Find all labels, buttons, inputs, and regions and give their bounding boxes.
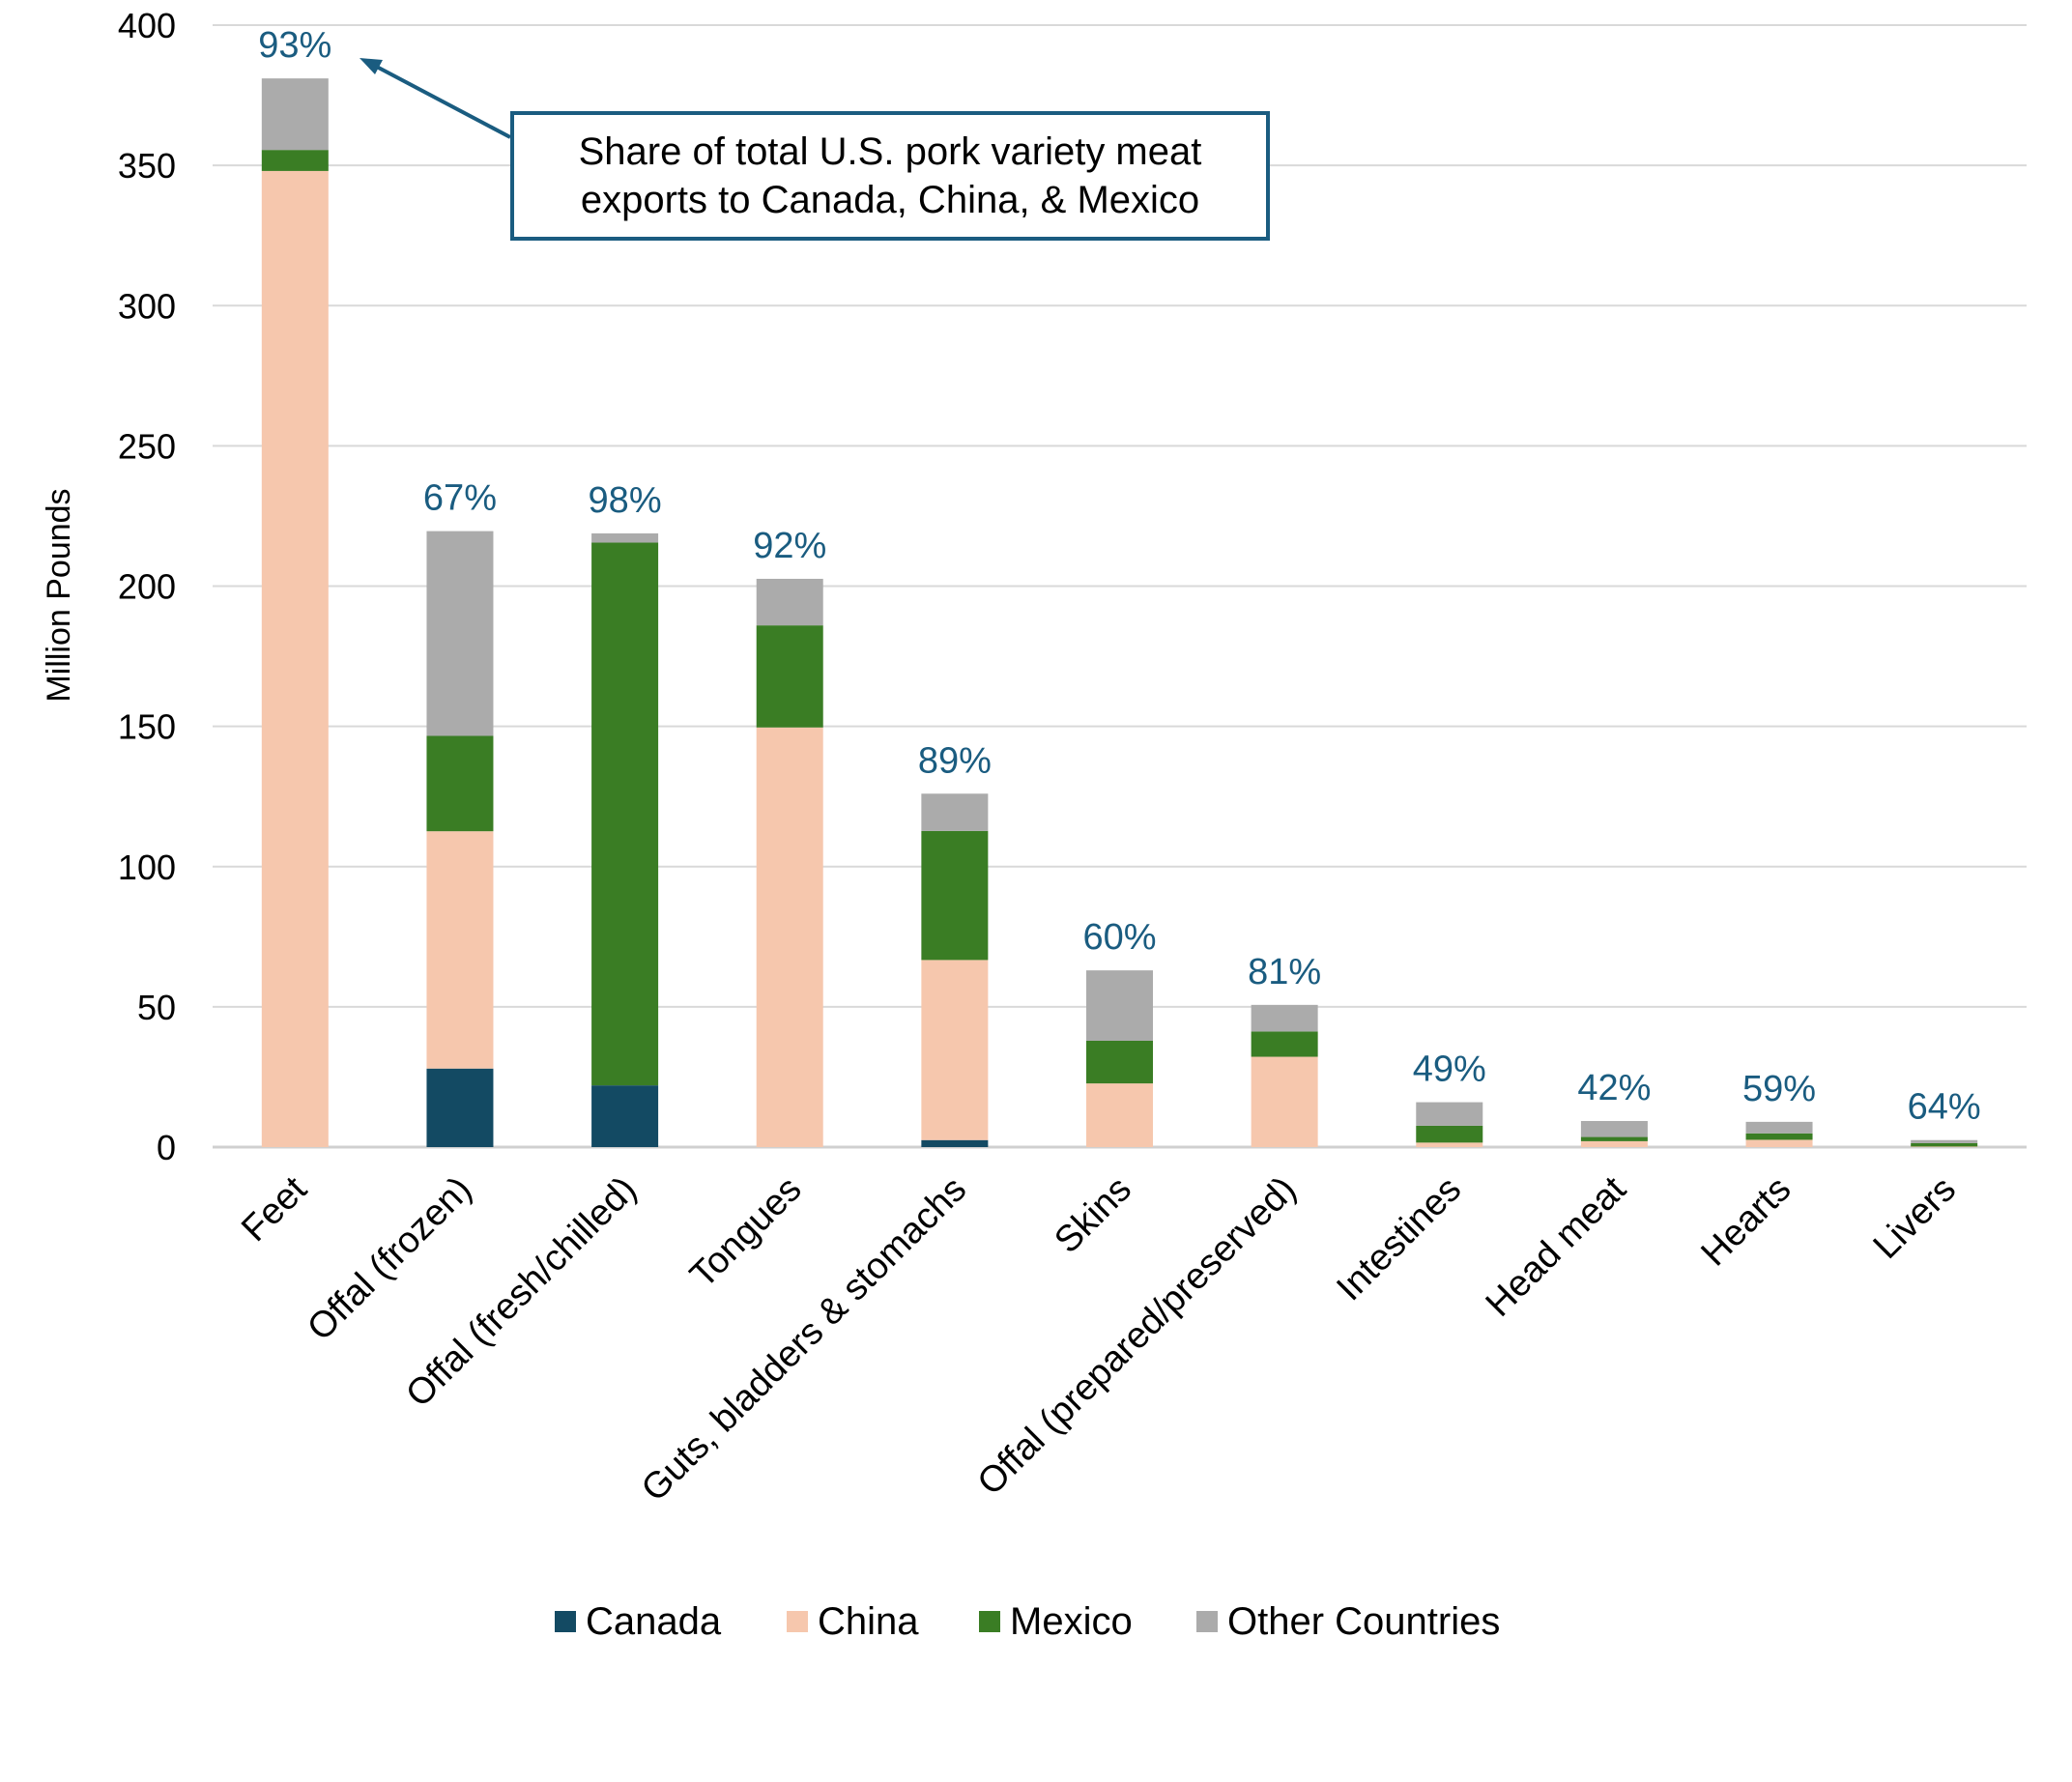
legend-item: China [787, 1600, 919, 1643]
bar-segment-other-countries [1580, 1121, 1648, 1137]
share-label: 64% [1908, 1087, 1981, 1128]
bar-segment-other-countries [1086, 970, 1153, 1041]
annotation-box: Share of total U.S. pork variety meat ex… [510, 111, 1270, 241]
y-tick-label: 400 [118, 6, 176, 45]
y-axis-ticks: 0 50 100 150 200 250 300 350 400 [118, 6, 176, 1167]
y-tick-label: 50 [137, 988, 176, 1027]
legend-label: China [818, 1600, 919, 1643]
share-label: 60% [1082, 917, 1156, 958]
y-tick-label: 350 [118, 146, 176, 186]
bar-segment-china [921, 960, 989, 1140]
bars [261, 78, 1978, 1147]
y-tick-label: 300 [118, 286, 176, 326]
bar-segment-other-countries [756, 578, 823, 626]
bar-segment-mexico [1086, 1040, 1153, 1084]
x-tick-label: Skins [1047, 1169, 1138, 1261]
legend: Canada China Mexico Other Countries [555, 1600, 1500, 1643]
bar-segment-china [1251, 1056, 1318, 1147]
bar-segment-other-countries [921, 793, 989, 831]
bar-segment-china [1086, 1083, 1153, 1147]
x-tick-label: Feet [234, 1168, 315, 1250]
share-label: 89% [918, 740, 992, 781]
legend-item: Canada [555, 1600, 722, 1643]
y-tick-label: 200 [118, 567, 176, 607]
bar-segment-other-countries [591, 532, 659, 543]
bar-segment-canada [591, 1085, 659, 1147]
bar-segment-china [426, 831, 494, 1069]
share-label: 98% [589, 480, 662, 521]
y-axis-label: Million Pounds [41, 488, 77, 702]
bar-segment-mexico [756, 625, 823, 728]
bar-segment-other-countries [1911, 1139, 1978, 1143]
x-tick-label: Hearts [1694, 1169, 1799, 1275]
gridlines [213, 24, 2027, 1149]
bar-segment-other-countries [1251, 1004, 1318, 1032]
bar-segment-mexico [591, 542, 659, 1086]
legend-label: Other Countries [1227, 1600, 1500, 1643]
share-label: 42% [1577, 1068, 1651, 1108]
bar-segment-other-countries [1745, 1121, 1813, 1134]
share-labels: 93% 67% 98% 92% 89% 60% 81% 49% 42% 59% 64% [258, 25, 1980, 1128]
x-tick-label: Guts, bladders & stomachs [634, 1169, 974, 1509]
y-tick-label: 150 [118, 707, 176, 747]
legend-item: Mexico [979, 1600, 1133, 1643]
legend-swatch [787, 1611, 808, 1632]
share-label: 59% [1742, 1069, 1816, 1109]
bar-segment-mexico [261, 150, 329, 171]
bar-segment-mexico [1911, 1142, 1978, 1147]
legend-swatch [1196, 1611, 1218, 1632]
share-label: 93% [258, 25, 331, 66]
bar-segment-other-countries [1416, 1102, 1483, 1126]
bar-segment-other-countries [261, 78, 329, 151]
x-tick-label: Offal (frozen) [300, 1169, 479, 1349]
bar-segment-canada [921, 1139, 989, 1147]
bar-segment-china [261, 170, 329, 1147]
x-tick-label: Head meat [1479, 1168, 1634, 1324]
bar-segment-mexico [1580, 1136, 1648, 1141]
legend-item: Other Countries [1196, 1600, 1500, 1643]
bar-segment-mexico [1251, 1031, 1318, 1057]
bar-segment-china [756, 727, 823, 1147]
bar-segment-china [1911, 1146, 1978, 1147]
share-label: 81% [1248, 952, 1321, 992]
share-label: 92% [753, 526, 826, 566]
bar-segment-china [1416, 1142, 1483, 1147]
bar-segment-mexico [1416, 1125, 1483, 1143]
legend-swatch [555, 1611, 576, 1632]
share-label: 67% [423, 478, 497, 519]
bar-segment-mexico [921, 830, 989, 961]
bar-segment-china [1745, 1139, 1813, 1147]
x-tick-label: Intestines [1329, 1169, 1469, 1309]
bar-segment-china [1580, 1140, 1648, 1147]
x-tick-label: Offal (prepared/preserved) [970, 1169, 1305, 1504]
y-tick-label: 250 [118, 426, 176, 466]
annotation-arrow [360, 58, 511, 139]
legend-label: Canada [586, 1600, 722, 1643]
share-label: 49% [1413, 1049, 1486, 1090]
y-tick-label: 100 [118, 848, 176, 887]
legend-label: Mexico [1010, 1600, 1133, 1643]
bar-segment-mexico [426, 735, 494, 832]
bar-segment-canada [426, 1068, 494, 1147]
legend-swatch [979, 1611, 1000, 1632]
y-tick-label: 0 [157, 1128, 176, 1167]
bar-segment-other-countries [426, 531, 494, 736]
x-tick-label: Tongues [682, 1169, 809, 1296]
x-tick-label: Livers [1866, 1169, 1964, 1267]
bar-segment-mexico [1745, 1133, 1813, 1140]
